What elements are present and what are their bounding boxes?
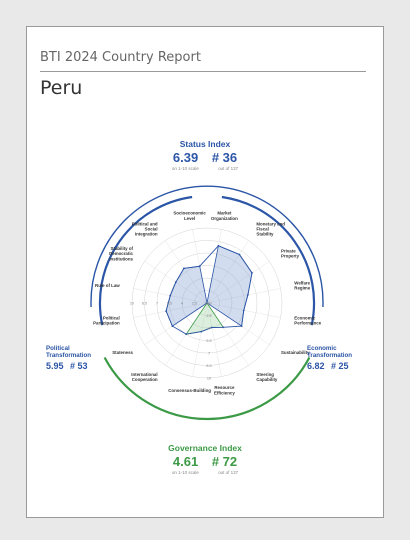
radar-point [242, 309, 245, 312]
radar-spoke [133, 302, 208, 318]
radar-point [211, 326, 213, 329]
radar-ring [169, 265, 245, 341]
ring-label: 5.5 [206, 339, 211, 343]
governance-index-score: 4.61 [172, 454, 199, 469]
ring-label: 7 [156, 302, 158, 306]
ring-label: 5.5 [167, 302, 172, 306]
economic-transformation-score: 6.82 [307, 361, 325, 371]
criteria-label: Sustainability [281, 350, 310, 355]
political-transformation-score: 5.95 [46, 361, 64, 371]
ring-label: 2.5 [192, 302, 197, 306]
radar-ring [131, 227, 283, 379]
radar-ring [194, 290, 220, 316]
economic-transformation-rank: # 25 [331, 361, 349, 371]
governance-index-title: Governance Index [168, 443, 242, 453]
radar-point [174, 281, 177, 284]
radar-spoke [206, 261, 270, 304]
criteria-label: Stateness [112, 350, 133, 355]
radar-point [200, 330, 203, 333]
political-transformation-label-1: Political [46, 345, 70, 352]
economic-transformation: Economic Transformation 6.82 # 25 [307, 345, 353, 371]
governance-scale-note: on 1-10 scale [171, 470, 199, 475]
criteria-label: Socioeconomic Level [173, 211, 206, 221]
ring-label: 7 [208, 352, 210, 356]
radar-spoke [206, 288, 281, 304]
radar-spoke [206, 302, 222, 377]
criteria-label: Consensus-Building [168, 388, 211, 393]
governance-index: Governance Index 4.61 # 72 on 1-10 scale… [145, 443, 265, 475]
criteria-label: Private Property [281, 249, 300, 259]
radar-point [183, 267, 185, 270]
criteria-label: Political and Social Integration [132, 221, 158, 236]
radar-point [165, 310, 168, 312]
title-divider [40, 71, 366, 72]
ring-label: 10 [130, 302, 134, 306]
economic-arc [221, 195, 316, 326]
radar-point [171, 325, 174, 327]
criteria-label: Political Participation [93, 315, 120, 325]
radar-point [238, 253, 241, 256]
status-index-rank: # 36 [211, 150, 238, 165]
governance-rank-note: out of 137 [218, 470, 239, 475]
criteria-label: Rule of Law [95, 283, 120, 288]
status-rank-note: out of 137 [218, 166, 239, 171]
criteria-labels: Market Organization Monetary and Fiscal Stab… [93, 211, 322, 396]
report-page: BTI 2024 Country Report Peru 10 10 8.5 8.5 7… [26, 26, 384, 518]
ring-label: 4 [181, 302, 183, 306]
ring-label: 8.5 [142, 302, 147, 306]
governance-arc [103, 356, 311, 421]
criteria-label: Welfare Regime [294, 281, 310, 291]
ring-label: 8.5 [206, 364, 211, 368]
radar-point [240, 325, 243, 327]
radar-ring [156, 252, 258, 354]
criteria-label: Steering Capability [256, 372, 278, 382]
country-name: Peru [40, 77, 83, 99]
criteria-label: Market Organization [211, 211, 238, 221]
radar-ring [181, 277, 233, 329]
ring-label: 2.5 [206, 314, 211, 318]
criteria-label: Monetary and Fiscal Stability [256, 221, 285, 236]
status-index-arc [90, 185, 324, 308]
ring-label: 4 [208, 327, 210, 331]
radar-point [251, 272, 253, 274]
criteria-label: Economic Performance [294, 315, 321, 325]
report-title: BTI 2024 Country Report [40, 50, 201, 65]
economic-transformation-label-2: Transformation [307, 352, 353, 359]
governance-index-rank: # 72 [211, 454, 238, 469]
radar-spoke [206, 240, 249, 304]
status-index-title: Status Index [179, 139, 231, 149]
criteria-label: Resource Efficiency [214, 385, 235, 395]
radar-point [198, 265, 201, 268]
status-scale-note: on 1-10 scale [171, 166, 199, 171]
economic-transformation-label-1: Economic [307, 345, 337, 352]
status-index-score: 6.39 [172, 150, 199, 165]
criteria-label: International Cooperation [131, 372, 158, 382]
radar-ring [144, 240, 270, 366]
radar-point [217, 244, 220, 247]
political-transformation-rank: # 53 [70, 361, 88, 371]
ring-label: 1.0 [204, 302, 209, 306]
ring-label: 10 [207, 377, 211, 381]
radar-spoke [192, 302, 208, 377]
radar-point [222, 326, 225, 329]
political-transformation: Political Transformation 5.95 # 53 [46, 345, 92, 371]
criteria-label: Stability of Democratic Institutions [109, 246, 133, 261]
ring-label: 1.0 [206, 302, 211, 306]
radar-point [169, 294, 172, 297]
index-arcs [90, 185, 324, 421]
radar-areas [165, 244, 253, 336]
status-index: Status Index 6.39 # 36 on 1-10 scale out… [145, 139, 265, 171]
political-arc [98, 195, 193, 326]
radar-spoke [165, 240, 208, 304]
radar-point [247, 294, 249, 296]
radar-rings [131, 227, 283, 379]
political-transformation-label-2: Transformation [46, 352, 92, 359]
radar-point [185, 333, 188, 336]
